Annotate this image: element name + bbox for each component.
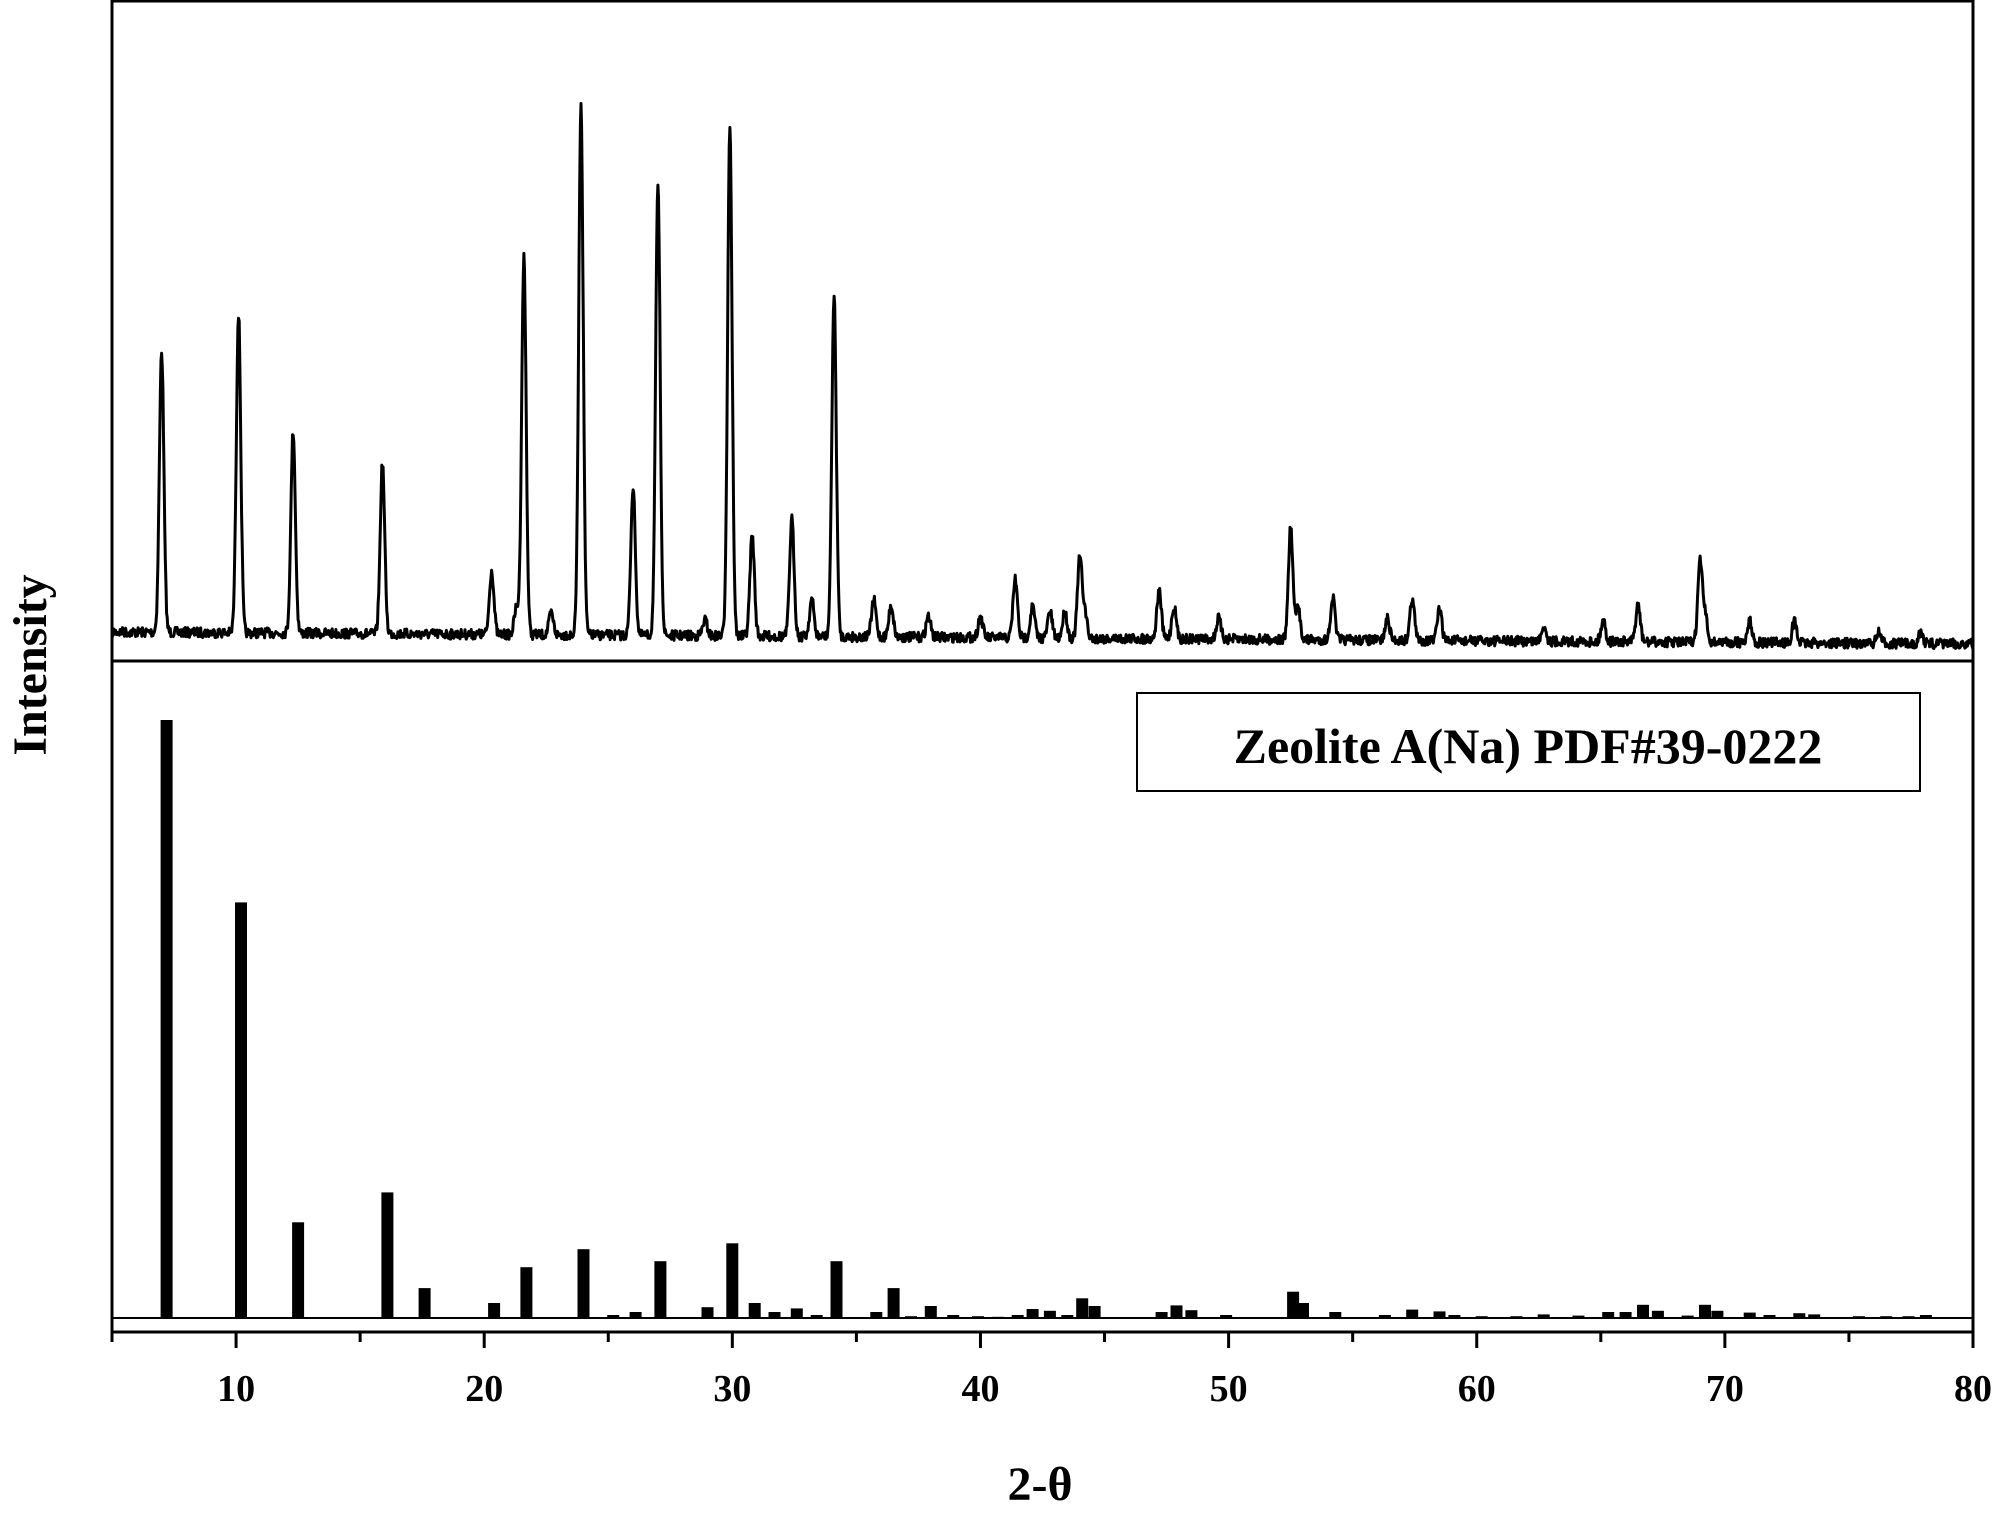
reference-bar (1043, 1310, 1056, 1318)
reference-bar (748, 1303, 761, 1318)
reference-bar (1433, 1311, 1446, 1318)
reference-bar (810, 1315, 823, 1318)
reference-bar (1699, 1304, 1711, 1318)
reference-bar (1763, 1315, 1776, 1318)
legend-text: Zeolite A(Na) PDF#39-0222 (1234, 718, 1823, 774)
x-axis-tick-labels: 10 20 30 40 50 60 70 80 (217, 1368, 1992, 1410)
reference-bar (577, 1249, 590, 1318)
x-tick-label: 80 (1954, 1368, 1992, 1410)
reference-bar (1711, 1310, 1724, 1318)
x-axis-ticks (110, 1332, 1975, 1348)
reference-bar (1061, 1315, 1074, 1318)
reference-bar (830, 1261, 843, 1318)
reference-bar (924, 1306, 937, 1318)
x-tick-label: 70 (1706, 1368, 1744, 1410)
reference-bar (1743, 1312, 1756, 1318)
reference-bar (292, 1222, 305, 1318)
x-tick-label: 30 (713, 1368, 751, 1410)
reference-bar (607, 1315, 620, 1318)
reference-bar (654, 1261, 667, 1318)
reference-bar (160, 720, 173, 1318)
reference-bar (1619, 1312, 1632, 1318)
reference-bar (1537, 1314, 1550, 1318)
reference-bar (1919, 1315, 1932, 1318)
x-tick-label: 10 (217, 1368, 255, 1410)
reference-bar (1602, 1312, 1615, 1318)
reference-bar (629, 1312, 642, 1318)
reference-bar (1793, 1313, 1806, 1318)
reference-bar (1329, 1312, 1342, 1318)
reference-bars (112, 720, 1973, 1319)
reference-bar (1378, 1315, 1391, 1318)
legend-box: Zeolite A(Na) PDF#39-0222 (1136, 692, 1921, 792)
x-tick-label: 20 (465, 1368, 503, 1410)
reference-bar (1220, 1315, 1233, 1318)
measured-pattern-line (110, 102, 1975, 650)
reference-bar (381, 1192, 394, 1318)
reference-bar (488, 1303, 501, 1318)
x-tick-label: 40 (961, 1368, 999, 1410)
reference-bar (726, 1243, 739, 1319)
reference-bar (947, 1315, 960, 1318)
reference-bar (1406, 1309, 1419, 1318)
reference-bar (1088, 1306, 1101, 1318)
reference-bar (1651, 1310, 1664, 1318)
x-tick-label: 60 (1458, 1368, 1496, 1410)
reference-bar (1026, 1309, 1039, 1318)
reference-bar (1170, 1305, 1183, 1318)
x-tick-label: 50 (1210, 1368, 1248, 1410)
reference-bar (870, 1312, 883, 1318)
reference-bar (520, 1267, 533, 1318)
plot-frame (110, 0, 1975, 1334)
reference-bar (1681, 1315, 1694, 1318)
reference-bar (887, 1288, 900, 1318)
reference-bar (1185, 1310, 1198, 1318)
reference-bar (1155, 1312, 1168, 1318)
reference-bar (1637, 1304, 1649, 1318)
reference-bar (790, 1308, 803, 1318)
reference-bar (768, 1312, 781, 1318)
reference-bar (1076, 1298, 1089, 1318)
reference-bar (235, 902, 247, 1318)
reference-bar (418, 1288, 431, 1318)
reference-bar (1297, 1303, 1309, 1318)
reference-bar (701, 1307, 714, 1318)
reference-bar (1287, 1291, 1300, 1318)
x-axis-title: 2-θ (1007, 1458, 1072, 1511)
y-axis-title: Intensity (4, 574, 57, 755)
reference-bar (1572, 1315, 1585, 1318)
legend-frame (1136, 692, 1921, 792)
reference-bar (1011, 1315, 1024, 1318)
reference-bar (1808, 1314, 1821, 1318)
reference-bar (1448, 1315, 1461, 1318)
